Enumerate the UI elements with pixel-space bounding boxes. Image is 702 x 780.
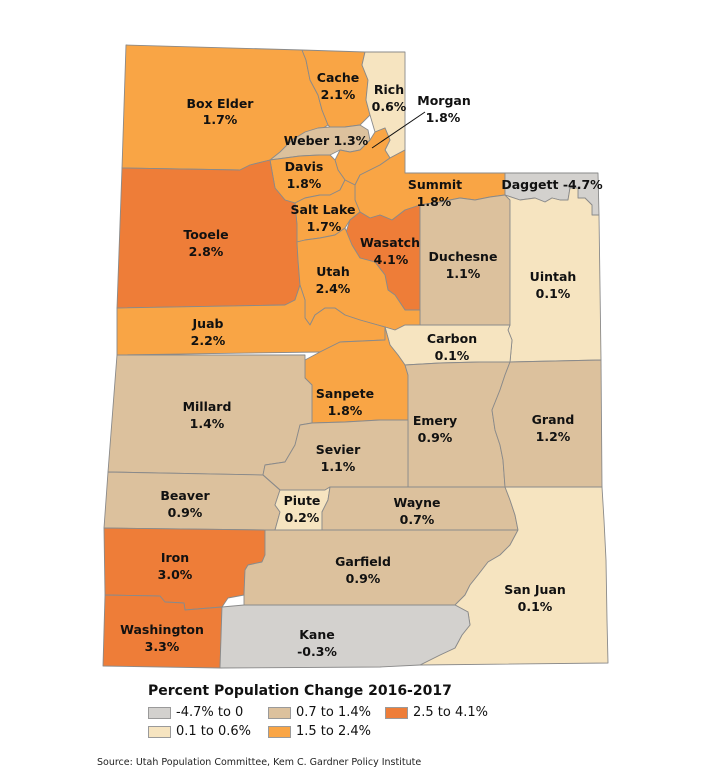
legend-item-highest: 2.5 to 4.1% [385, 705, 515, 720]
label-garfield-value: 0.9% [346, 571, 381, 586]
legend-label: 0.7 to 1.4% [296, 705, 372, 720]
label-kane-value: -0.3% [297, 644, 337, 659]
label-uintah-value: 0.1% [536, 286, 571, 301]
label-sevier-value: 1.1% [321, 459, 356, 474]
label-iron-value: 3.0% [158, 567, 193, 582]
label-davis-name: Davis [285, 159, 324, 174]
label-rich-value: 0.6% [372, 99, 407, 114]
label-utah-value: 2.4% [316, 281, 351, 296]
label-garfield-name: Garfield [335, 554, 391, 569]
label-cache-name: Cache [317, 70, 359, 85]
legend-item-mid: 0.7 to 1.4% [268, 705, 385, 720]
legend-label: 1.5 to 2.4% [296, 724, 372, 739]
county-washington[interactable] [102, 594, 223, 669]
label-salt-lake-value: 1.7% [307, 219, 342, 234]
label-sevier-name: Sevier [316, 442, 361, 457]
label-wasatch-value: 4.1% [374, 252, 409, 267]
legend-label: 2.5 to 4.1% [413, 705, 489, 720]
county-labels: Box Elder 1.7% Cache 2.1% Rich 0.6% Morg… [120, 70, 603, 659]
legend-item-negative: -4.7% to 0 [148, 705, 268, 720]
label-sanpete-name: Sanpete [316, 386, 374, 401]
label-juab-value: 2.2% [191, 333, 226, 348]
label-duchesne-value: 1.1% [446, 266, 481, 281]
label-tooele-name: Tooele [183, 227, 228, 242]
legend-swatch [385, 706, 408, 719]
county-grand[interactable] [491, 359, 603, 488]
label-juab-name: Juab [192, 316, 224, 331]
label-davis-value: 1.8% [287, 176, 322, 191]
label-wayne-value: 0.7% [400, 512, 435, 527]
label-salt-lake-name: Salt Lake [291, 202, 356, 217]
label-wasatch-name: Wasatch [360, 235, 420, 250]
map-legend: Percent Population Change 2016-2017 -4.7… [148, 683, 608, 739]
label-kane-name: Kane [299, 627, 335, 642]
label-morgan-value: 1.8% [426, 110, 461, 125]
label-duchesne-name: Duchesne [429, 249, 498, 264]
legend-label: 0.1 to 0.6% [176, 724, 252, 739]
label-emery-value: 0.9% [418, 430, 453, 445]
label-piute-value: 0.2% [285, 510, 320, 525]
label-sanpete-value: 1.8% [328, 403, 363, 418]
label-tooele-value: 2.8% [189, 244, 224, 259]
label-carbon-name: Carbon [427, 331, 477, 346]
legend-swatch [268, 725, 291, 738]
label-san-juan-name: San Juan [504, 582, 566, 597]
label-millard-value: 1.4% [190, 416, 225, 431]
label-daggett: Daggett -4.7% [501, 177, 603, 192]
label-beaver-name: Beaver [160, 488, 210, 503]
label-carbon-value: 0.1% [435, 348, 470, 363]
county-millard[interactable] [107, 354, 313, 476]
legend-item-high: 1.5 to 2.4% [268, 724, 385, 739]
label-box-elder-name: Box Elder [187, 96, 255, 111]
utah-county-map: Box Elder 1.7% Cache 2.1% Rich 0.6% Morg… [102, 44, 609, 669]
label-summit-value: 1.8% [417, 194, 452, 209]
label-box-elder-value: 1.7% [203, 112, 238, 127]
label-millard-name: Millard [183, 399, 232, 414]
label-rich-name: Rich [374, 82, 404, 97]
label-summit-name: Summit [408, 177, 462, 192]
label-grand-name: Grand [532, 412, 575, 427]
county-kane[interactable] [219, 604, 471, 669]
label-wayne-name: Wayne [394, 495, 441, 510]
label-san-juan-value: 0.1% [518, 599, 553, 614]
label-iron-name: Iron [161, 550, 189, 565]
label-washington-value: 3.3% [145, 639, 180, 654]
label-emery-name: Emery [413, 413, 457, 428]
legend-swatch [268, 706, 291, 719]
morgan-leader-line [371, 111, 426, 149]
legend-swatch [148, 706, 171, 719]
label-piute-name: Piute [284, 493, 321, 508]
label-grand-value: 1.2% [536, 429, 571, 444]
legend-item-low: 0.1 to 0.6% [148, 724, 268, 739]
label-morgan-name: Morgan [417, 93, 470, 108]
label-cache-value: 2.1% [321, 87, 356, 102]
label-uintah-name: Uintah [530, 269, 577, 284]
legend-swatch [148, 725, 171, 738]
legend-label: -4.7% to 0 [176, 705, 244, 720]
legend-grid: -4.7% to 0 0.7 to 1.4% 2.5 to 4.1% 0.1 t… [148, 705, 608, 739]
label-utah-name: Utah [316, 264, 349, 279]
legend-title: Percent Population Change 2016-2017 [148, 683, 452, 699]
label-washington-name: Washington [120, 622, 204, 637]
label-beaver-value: 0.9% [168, 505, 203, 520]
source-note: Source: Utah Population Committee, Kem C… [97, 757, 422, 768]
label-weber: Weber 1.3% [284, 133, 369, 148]
